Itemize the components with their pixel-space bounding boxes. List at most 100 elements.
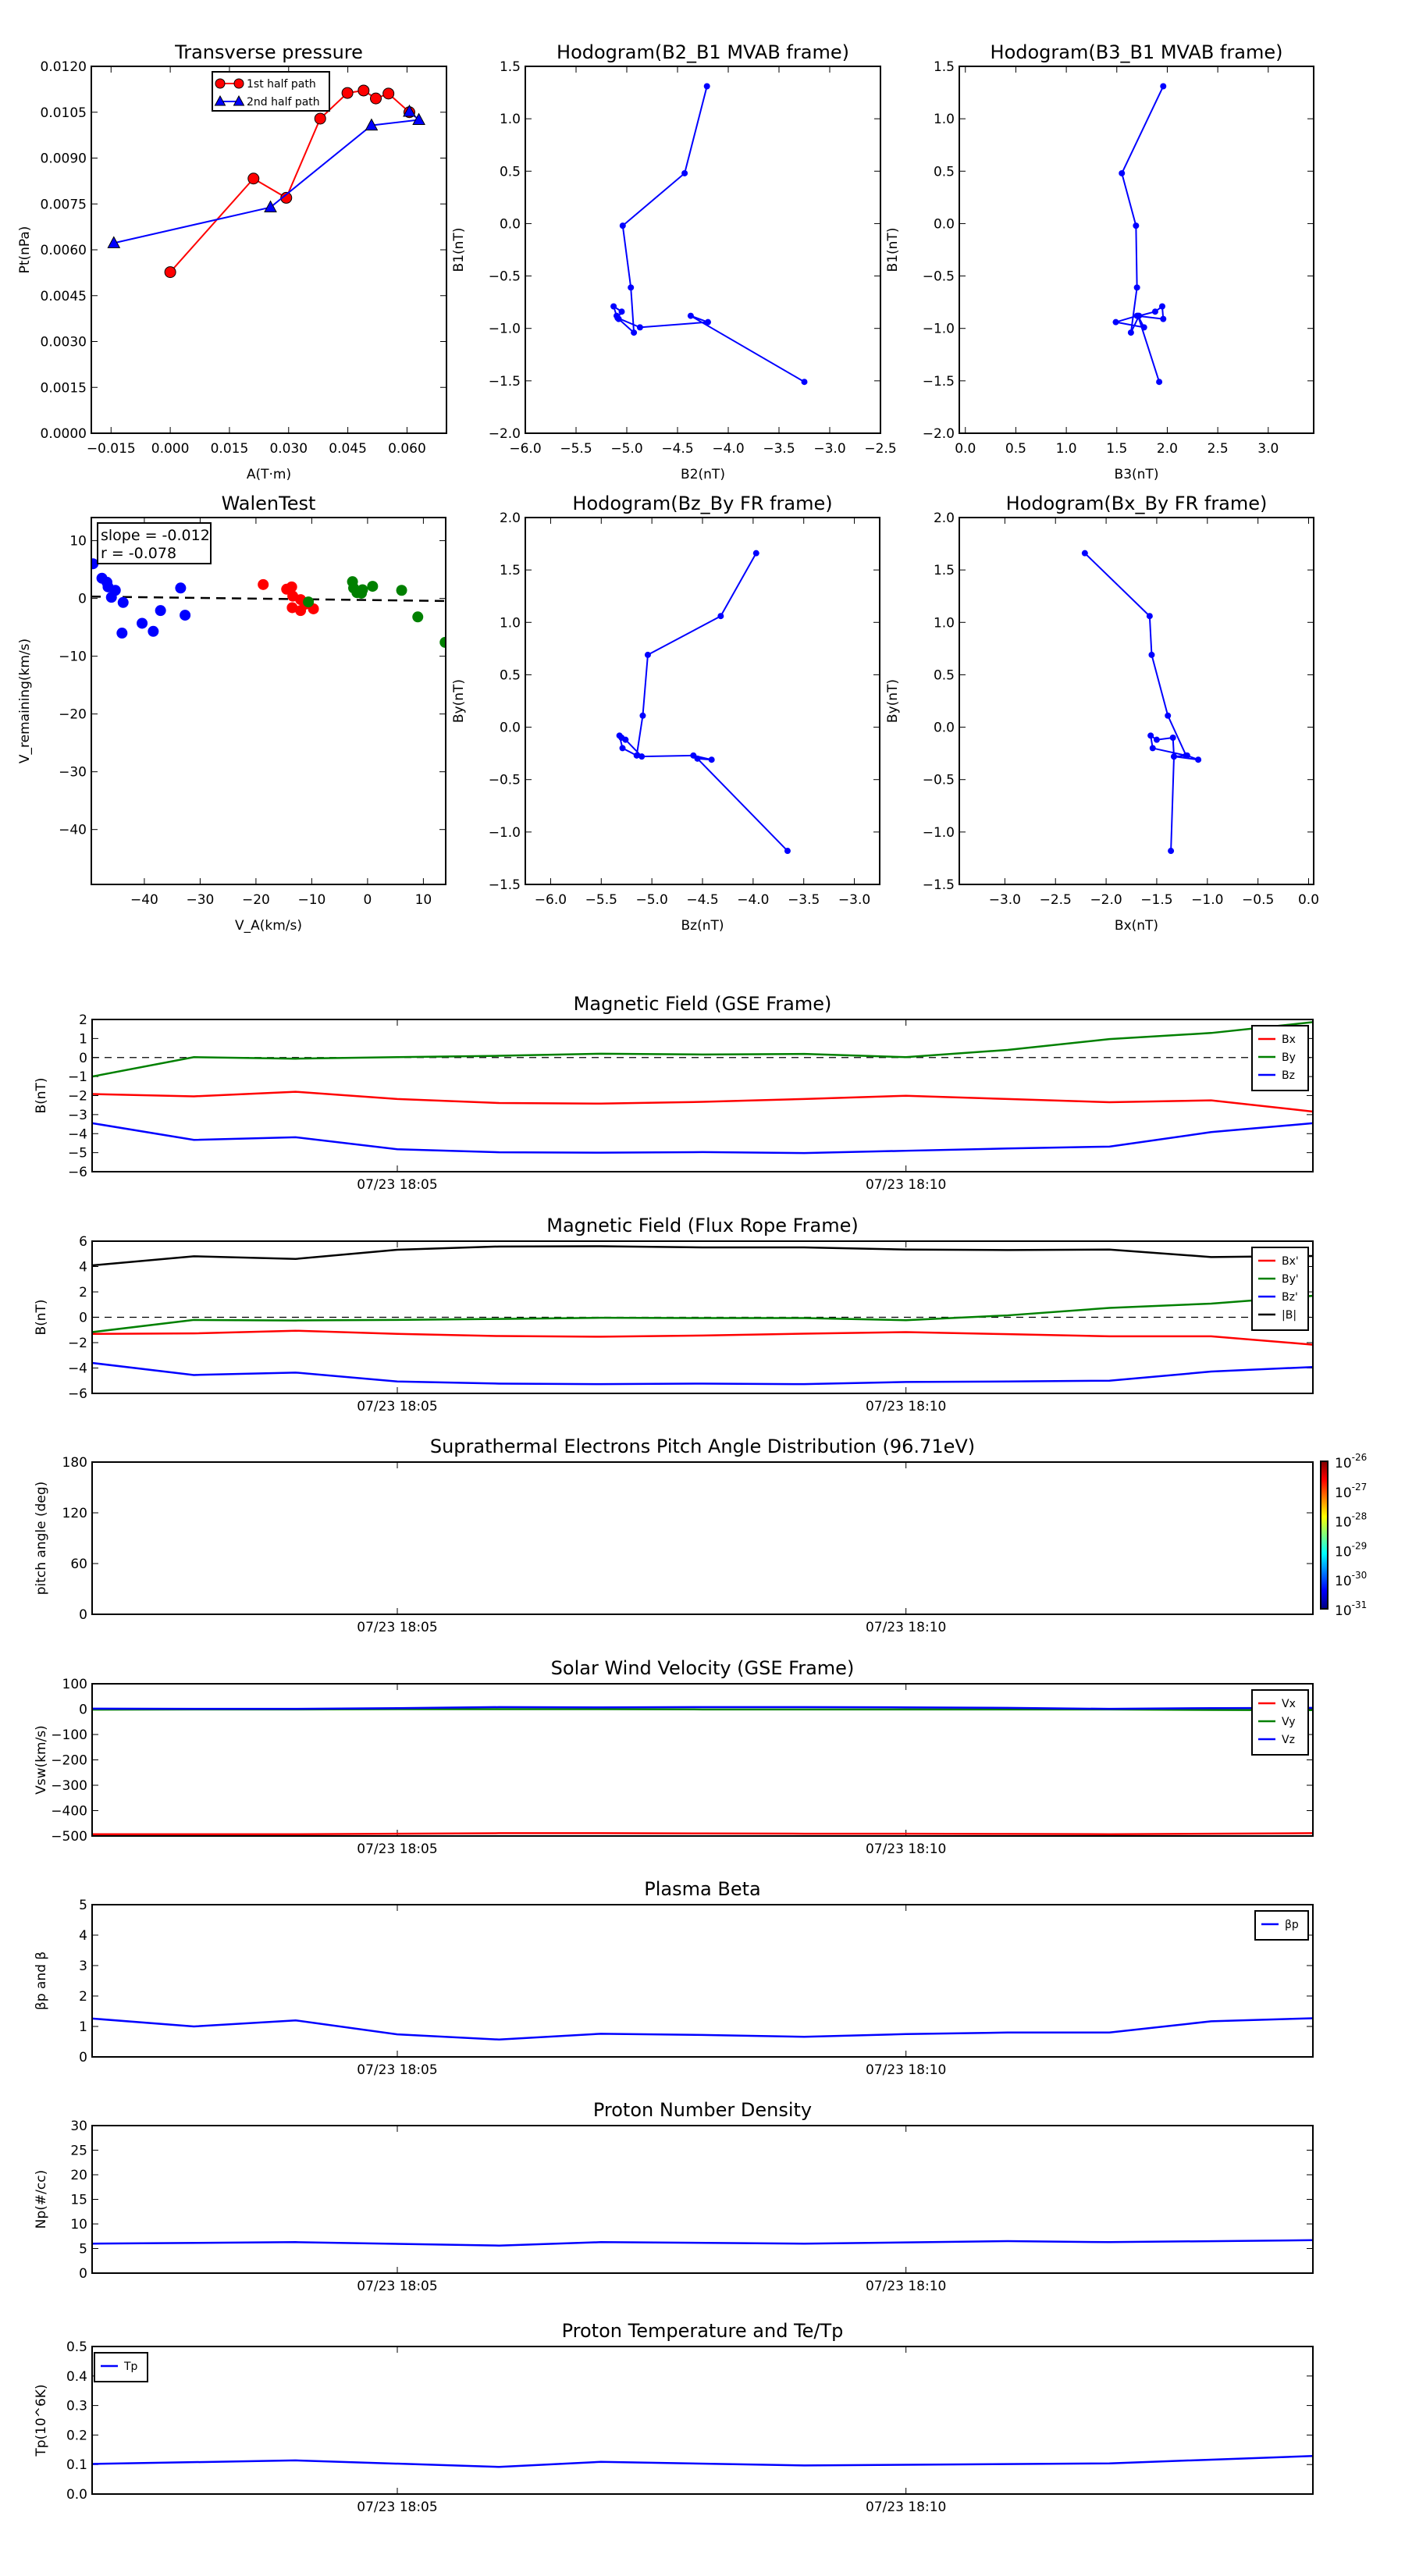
x-axis-label: V_A(km/s): [235, 918, 302, 934]
data-point: [105, 592, 117, 603]
legend-box: [212, 71, 330, 112]
y-axis-label: Np(#/cc): [34, 2170, 49, 2229]
data-point: [341, 87, 354, 99]
data-point: [687, 312, 694, 319]
x-tick-label: −20: [242, 892, 270, 908]
x-tick-label: −2.5: [864, 441, 896, 457]
x-axis-label: B3(nT): [1115, 467, 1159, 482]
colorbar-tick-exp: -26: [1352, 1452, 1368, 1463]
chart-hodogram-bx-by: Hodogram(Bx_By FR frame) −3.0 −2.5 −2.0 −1.5…: [885, 493, 1319, 934]
x-tick-label: 07/23 18:05: [357, 1620, 437, 1635]
y-tick-label: 0: [79, 2050, 87, 2065]
data-point: [314, 112, 326, 125]
y-tick-label: −400: [51, 1804, 87, 1820]
x-tick-label: −3.5: [788, 892, 820, 908]
y-tick-label: 0.0045: [41, 289, 87, 304]
x-tick-label: 07/23 18:10: [866, 1620, 946, 1635]
plot-area: [107, 84, 425, 279]
chart-title: Hodogram(B2_B1 MVAB frame): [557, 41, 849, 63]
y-tick-label: 0.0015: [41, 380, 87, 396]
x-tick-label: −0.015: [87, 441, 136, 457]
data-point: [1149, 745, 1156, 752]
chart-hodogram-b3-b1: Hodogram(B3_B1 MVAB frame) 0.0 0.5 1.0 1.5 2.…: [885, 41, 1314, 482]
x-tick-label: −1.5: [1140, 892, 1172, 908]
plot-area: [610, 83, 808, 386]
y-tick-label: 0.0060: [41, 243, 87, 258]
chart-walen-test: WalenTest −40 −30 −20 −10 0 10 −40 −30 −20 −10 0 10 V…: [17, 493, 446, 934]
colorbar-tick-exp: -31: [1352, 1599, 1368, 1610]
y-tick-label: −2: [68, 1089, 87, 1105]
colorbar-tick-base: 10: [1335, 1456, 1352, 1471]
plot-frame: [91, 1240, 1314, 1394]
y-tick-label: −1.0: [923, 322, 955, 337]
x-tick-label: 0.0: [1298, 892, 1319, 908]
y-tick-label: 0: [79, 1703, 87, 1718]
data-point: [1151, 308, 1158, 315]
x-tick-label: 2.0: [1157, 441, 1178, 457]
series-line-tp: [91, 2454, 1314, 2468]
x-tick-label: −4.0: [712, 441, 744, 457]
colorbar-tick-base: 10: [1335, 1574, 1352, 1589]
data-point: [370, 92, 382, 105]
legend-marker: [215, 78, 226, 89]
colorbar-tick-label: 10-27: [1335, 1482, 1367, 1501]
y-tick-label: 10: [70, 2217, 87, 2233]
legend-label: Bz': [1282, 1291, 1298, 1304]
data-point: [286, 602, 298, 614]
series-line-0: [1115, 86, 1165, 382]
legend-label: Vz: [1282, 1734, 1295, 1746]
data-point: [619, 745, 626, 752]
data-point: [1160, 315, 1167, 322]
data-point: [801, 379, 808, 386]
x-tick-label: 2.5: [1208, 441, 1229, 457]
legend-label: βp: [1285, 1919, 1299, 1931]
data-point: [705, 318, 711, 326]
x-tick-label: 0: [363, 892, 372, 908]
x-tick-label: 0.045: [329, 441, 367, 457]
legend-box: [94, 2352, 148, 2382]
data-point: [644, 651, 651, 658]
data-point: [619, 222, 626, 229]
data-point: [164, 266, 176, 279]
series-line-by: [91, 1021, 1314, 1078]
data-point: [148, 625, 159, 637]
legend-box: [1251, 1689, 1309, 1756]
y-tick-label: −5: [68, 1146, 87, 1162]
annotation-box: [97, 522, 212, 564]
plot-area: [1112, 83, 1167, 386]
x-axis-label: Bz(nT): [681, 918, 724, 934]
y-tick-label: 60: [70, 1557, 87, 1572]
x-tick-label: −1.0: [1191, 892, 1223, 908]
x-tick-label: 07/23 18:10: [866, 2279, 946, 2294]
data-point: [116, 628, 128, 639]
series-line-0: [1084, 552, 1199, 852]
data-point: [280, 191, 293, 204]
data-point: [1140, 324, 1147, 331]
x-tick-label: 0.000: [151, 441, 190, 457]
x-tick-label: 07/23 18:10: [866, 1841, 946, 1857]
legend-label: By: [1282, 1051, 1296, 1064]
plot-area: [91, 558, 446, 648]
legend-box: [1254, 1910, 1309, 1941]
x-tick-label: −3.5: [763, 441, 795, 457]
r-annotation: r = -0.078: [101, 545, 176, 562]
x-tick-label: 07/23 18:10: [866, 1177, 946, 1193]
chart-proton-temperature: Proton Temperature and Te/Tp 07/23 18:05 0…: [34, 2320, 1314, 2515]
data-point: [694, 755, 701, 762]
data-point: [412, 611, 424, 623]
plot-frame: [525, 66, 881, 434]
x-tick-label: −6.0: [535, 892, 567, 908]
y-tick-label: −1.5: [923, 374, 955, 390]
x-axis-label: Bx(nT): [1115, 918, 1158, 934]
x-tick-label: −5.5: [560, 441, 592, 457]
plot-area: [1081, 550, 1202, 855]
x-tick-label: −3.0: [838, 892, 870, 908]
chart-title: Hodogram(B3_B1 MVAB frame): [991, 41, 1283, 63]
data-point: [1170, 753, 1177, 760]
data-point: [752, 550, 759, 557]
data-point: [396, 585, 407, 596]
colorbar-tick-label: 10-28: [1335, 1511, 1367, 1531]
y-axis-label: B1(nT): [885, 228, 901, 272]
y-tick-label: 2: [79, 1285, 87, 1300]
